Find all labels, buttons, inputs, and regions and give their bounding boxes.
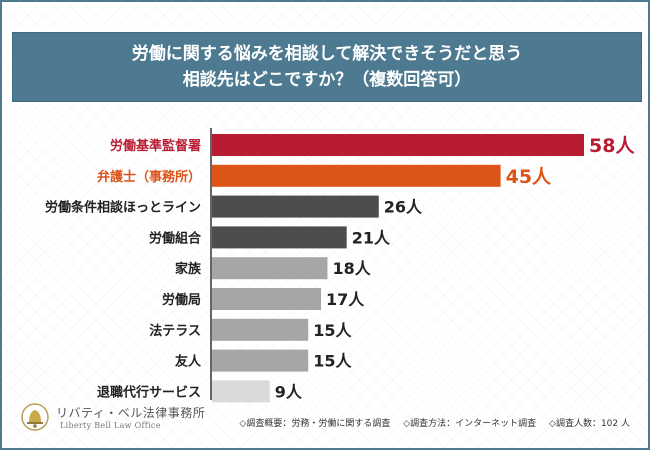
category-label: 家族	[175, 261, 202, 277]
value-label: 15人	[313, 321, 352, 340]
bar	[212, 195, 379, 218]
firm-logo-block: リバティ・ベル法律事務所 Liberty Bell Law Office	[20, 400, 220, 440]
bar	[212, 134, 584, 156]
bar	[212, 164, 501, 187]
category-label: 弁護士（事務所）	[97, 169, 201, 185]
bar	[212, 257, 328, 280]
category-label: 労働局	[162, 292, 201, 308]
value-label: 58人	[589, 135, 635, 157]
survey-outline: ◇調査概要：労務・労働に関する調査	[239, 419, 391, 429]
bar	[212, 380, 270, 403]
category-label: 退職代行サービス	[97, 384, 201, 400]
value-label: 26人	[384, 198, 423, 217]
survey-info: ◇調査概要：労務・労働に関する調査 ◇調査方法：インターネット調査 ◇調査人数：…	[229, 416, 630, 429]
value-label: 21人	[352, 228, 391, 247]
value-label: 9人	[275, 382, 303, 401]
firm-name-en: Liberty Bell Law Office	[60, 421, 161, 430]
firm-name: リバティ・ベル法律事務所	[56, 406, 206, 420]
title-line-1: 労働に関する悩みを相談して解決できそうだと思う	[131, 44, 523, 64]
category-label: 労働基準監督署	[110, 138, 201, 154]
category-label: 労働条件相談ほっとライン	[45, 200, 201, 216]
bar	[212, 318, 309, 341]
title-band: 労働に関する悩みを相談して解決できそうだと思う 相談先はどこですか？（複数回答可…	[10, 30, 644, 104]
value-label: 17人	[326, 290, 365, 309]
bar	[212, 226, 347, 249]
category-label: 労働組合	[149, 230, 202, 246]
bar	[212, 288, 322, 310]
value-label: 18人	[332, 259, 371, 278]
survey-method: ◇調査方法：インターネット調査	[403, 419, 537, 429]
category-label: 法テラス	[149, 323, 201, 339]
bar	[212, 349, 309, 372]
category-label: 友人	[175, 354, 202, 370]
survey-respondents: ◇調査人数：102 人	[549, 419, 630, 429]
value-label: 45人	[506, 166, 552, 188]
bell-logo-icon	[21, 403, 49, 431]
value-label: 15人	[313, 352, 352, 371]
title-line-2: 相談先はどこですか？（複数回答可）	[182, 70, 472, 90]
